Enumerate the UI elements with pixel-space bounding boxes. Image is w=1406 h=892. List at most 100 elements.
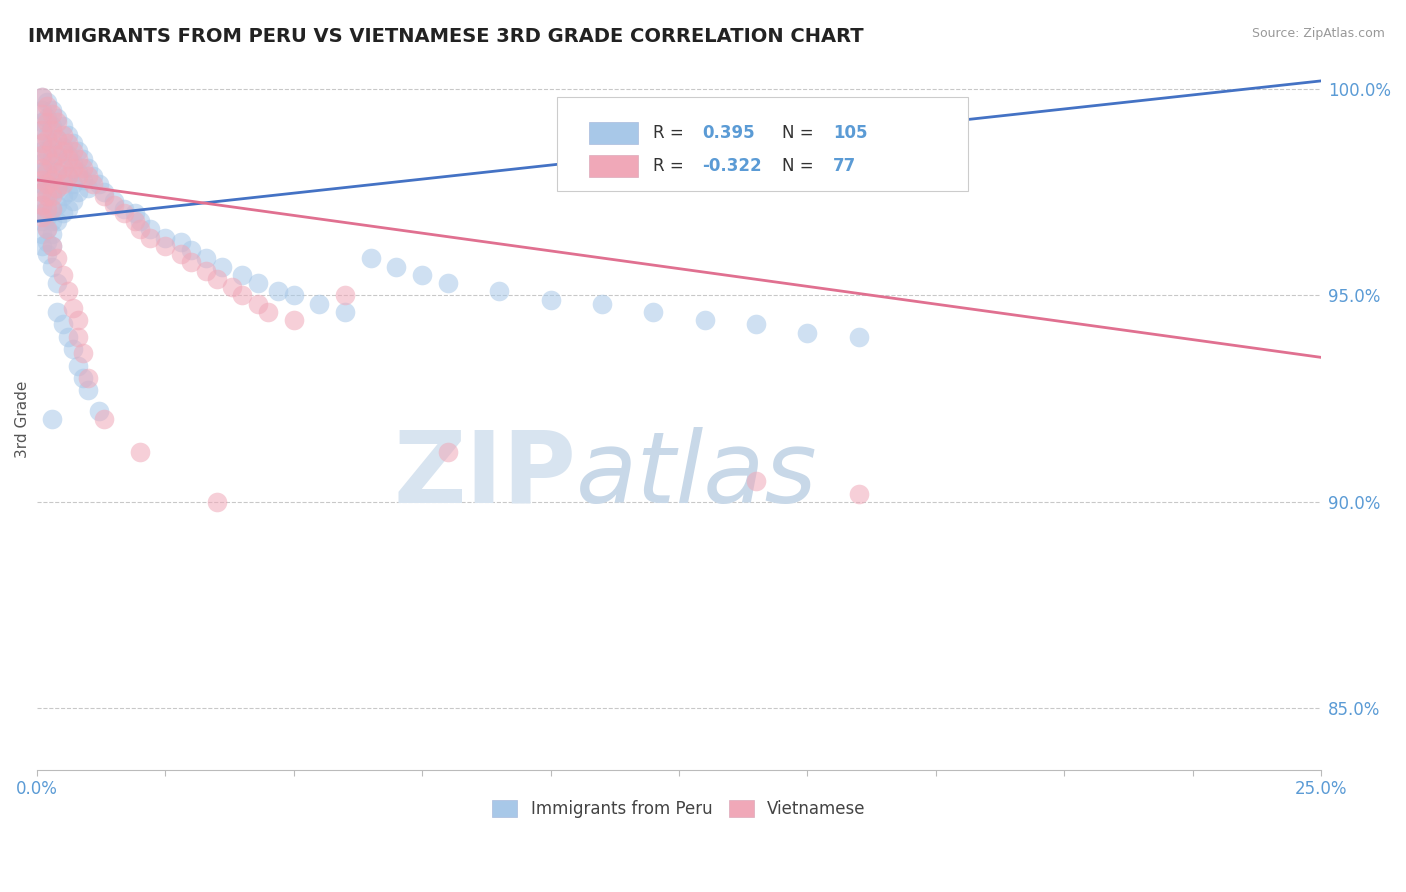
Point (180, 243, 202, 257)
Point (62, 161, 84, 175)
Point (93, 412, 115, 426)
Point (31, 173, 53, 187)
Point (128, 214, 150, 228)
Point (82, 169, 104, 183)
Point (31, 197, 53, 211)
Point (37, 144, 59, 158)
Point (37, 222, 59, 236)
Point (41, 169, 63, 183)
Point (56, 202, 79, 216)
Point (46, 164, 69, 178)
Point (87, 177, 110, 191)
Point (46, 148, 69, 162)
Point (211, 260, 233, 274)
Point (124, 206, 146, 220)
Point (103, 194, 125, 208)
Point (52, 140, 75, 154)
Point (37, 115, 59, 129)
Point (31, 186, 53, 200)
Point (37, 235, 59, 249)
Point (37, 189, 59, 203)
Point (37, 164, 59, 178)
Point (41, 107, 63, 121)
Text: 0.395: 0.395 (702, 124, 755, 142)
Point (31, 227, 53, 241)
Point (360, 252, 382, 266)
Point (31, 90, 53, 104)
Point (62, 301, 84, 315)
Point (155, 230, 177, 244)
Point (56, 128, 79, 142)
Point (46, 252, 69, 266)
Point (52, 177, 75, 191)
Point (848, 486, 870, 500)
Point (124, 214, 146, 228)
Point (643, 305, 665, 319)
Text: ZIP: ZIP (394, 427, 576, 524)
Point (31, 177, 53, 191)
Point (31, 161, 53, 175)
Point (112, 206, 135, 220)
Point (231, 288, 253, 302)
Point (31, 107, 53, 121)
Point (77, 169, 100, 183)
Text: R =: R = (654, 157, 689, 175)
Point (46, 164, 69, 178)
Point (46, 181, 69, 195)
Point (155, 239, 177, 253)
Point (46, 214, 69, 228)
Point (52, 144, 75, 158)
Point (67, 164, 90, 178)
Point (82, 177, 104, 191)
Point (231, 268, 253, 282)
Point (385, 260, 408, 274)
Point (411, 268, 433, 282)
Point (195, 252, 218, 266)
Point (246, 296, 269, 310)
Point (796, 326, 818, 340)
Bar (589, 155, 638, 178)
Point (333, 305, 356, 319)
Point (37, 173, 59, 187)
Point (67, 359, 90, 373)
Point (52, 156, 75, 170)
Point (46, 197, 69, 211)
Point (31, 115, 53, 129)
Point (56, 330, 79, 344)
Point (52, 206, 75, 220)
Point (62, 194, 84, 208)
Point (56, 148, 79, 162)
Text: N =: N = (782, 157, 818, 175)
Point (283, 313, 305, 327)
Point (37, 98, 59, 112)
Y-axis label: 3rd Grade: 3rd Grade (15, 381, 30, 458)
Legend: Immigrants from Peru, Vietnamese: Immigrants from Peru, Vietnamese (485, 793, 872, 825)
Point (31, 144, 53, 158)
Point (93, 189, 115, 203)
Point (67, 186, 90, 200)
Point (31, 239, 53, 253)
Text: Source: ZipAtlas.com: Source: ZipAtlas.com (1251, 27, 1385, 40)
Point (31, 148, 53, 162)
Point (128, 445, 150, 459)
Point (31, 123, 53, 137)
Point (31, 103, 53, 117)
Point (62, 177, 84, 191)
Point (41, 202, 63, 216)
Point (205, 495, 228, 509)
Point (67, 313, 90, 327)
Point (540, 293, 562, 307)
Text: atlas: atlas (576, 427, 818, 524)
Point (41, 153, 63, 167)
Point (37, 148, 59, 162)
Point (267, 285, 290, 299)
Point (46, 148, 69, 162)
Point (488, 285, 510, 299)
Point (170, 247, 193, 261)
Point (31, 123, 53, 137)
Point (41, 239, 63, 253)
Point (437, 276, 460, 290)
Text: 105: 105 (834, 124, 868, 142)
Point (283, 288, 305, 302)
Point (41, 227, 63, 241)
